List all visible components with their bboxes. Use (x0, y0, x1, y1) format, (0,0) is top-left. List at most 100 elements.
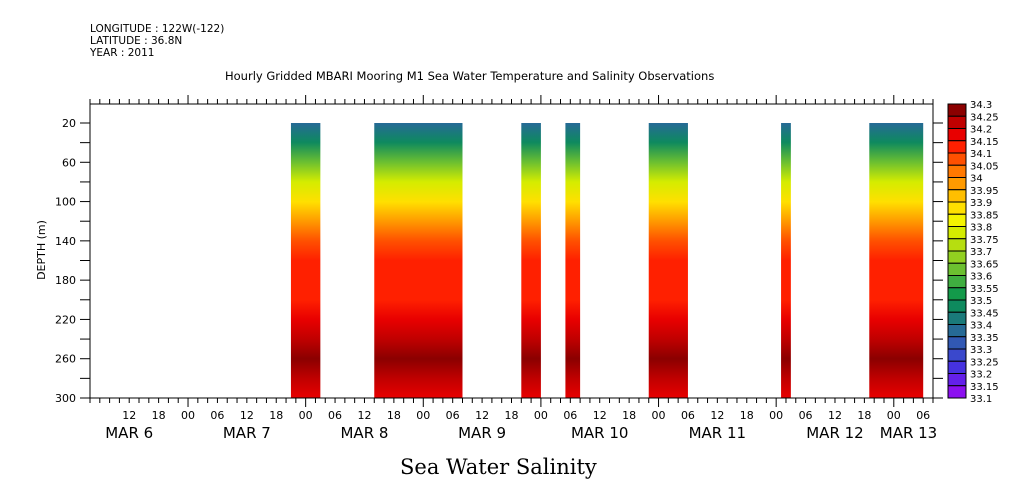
x-hour-tick-label: 06 (210, 409, 224, 422)
colorbar-label: 33.75 (970, 235, 999, 246)
colorbar-swatch (947, 324, 967, 338)
x-hour-tick-label: 12 (593, 409, 607, 422)
x-day-label: MAR 7 (223, 424, 271, 442)
x-hour-tick-label: 06 (563, 409, 577, 422)
colorbar-swatch (947, 287, 967, 301)
x-hour-tick-label: 12 (122, 409, 136, 422)
x-hour-tick-label: 12 (828, 409, 842, 422)
year-label: YEAR : 2011 (90, 47, 155, 59)
colorbar-swatch (947, 177, 967, 191)
x-day-label: MAR 8 (340, 424, 388, 442)
colorbar-label: 33.25 (970, 357, 999, 368)
longitude-label: LONGITUDE : 122W(-122) (90, 23, 225, 35)
colorbar-swatch (947, 115, 967, 129)
colorbar-label: 33.7 (970, 247, 992, 258)
chart-title: Hourly Gridded MBARI Mooring M1 Sea Wate… (225, 69, 715, 83)
colorbar-swatch (947, 164, 967, 178)
colorbar-label: 33.2 (970, 370, 992, 381)
y-axis-title: DEPTH (m) (35, 220, 48, 280)
plot-frame (89, 103, 934, 399)
x-hour-tick-label: 00 (769, 409, 783, 422)
data-segment (565, 123, 581, 398)
x-hour-tick-label: 12 (240, 409, 254, 422)
colorbar-label: 33.65 (970, 259, 999, 270)
y-tick-label: 20 (62, 117, 76, 130)
x-hour-tick-label: 00 (416, 409, 430, 422)
y-tick-label: 220 (55, 313, 76, 326)
x-hour-tick-label: 06 (681, 409, 695, 422)
x-hour-tick-label: 18 (152, 409, 166, 422)
colorbar-label: 34.25 (970, 112, 999, 123)
x-hour-tick-label: 18 (740, 409, 754, 422)
colorbar-label: 34.15 (970, 137, 999, 148)
colorbar-label: 34 (970, 174, 983, 185)
x-hour-tick-label: 12 (475, 409, 489, 422)
data-segment (374, 123, 463, 398)
x-day-label: MAR 10 (571, 424, 628, 442)
colorbar-label: 34.05 (970, 161, 999, 172)
colorbar-swatch (947, 299, 967, 313)
y-tick-label: 140 (55, 235, 76, 248)
x-day-label: MAR 13 (880, 424, 937, 442)
colorbar-label: 33.85 (970, 210, 999, 221)
colorbar-swatch (947, 360, 967, 374)
x-hour-tick-label: 18 (857, 409, 871, 422)
x-hour-tick-label: 18 (387, 409, 401, 422)
colorbar-label: 33.35 (970, 333, 999, 344)
colorbar-swatch (947, 152, 967, 166)
x-hour-tick-label: 00 (299, 409, 313, 422)
colorbar-swatch (947, 103, 967, 117)
colorbar-swatch (947, 385, 967, 399)
x-day-label: MAR 12 (806, 424, 863, 442)
x-day-label: MAR 6 (105, 424, 153, 442)
axes-layer: 12 18 00 06 12 18 00 06 12 18 00 06 12 18 00 06 12 18 00 06… (55, 95, 943, 442)
data-segment (869, 123, 924, 398)
colorbar-label: 34.1 (970, 149, 992, 160)
colorbar: 34.334.2534.234.1534.134.053433.9533.933… (947, 100, 999, 405)
colorbar-swatch (947, 201, 967, 215)
colorbar-label: 34.2 (970, 125, 992, 136)
colorbar-label: 33.9 (970, 198, 992, 209)
data-layer (290, 123, 924, 398)
colorbar-swatch (947, 226, 967, 240)
colorbar-label: 33.95 (970, 186, 999, 197)
latitude-label: LATITUDE : 36.8N (90, 35, 183, 47)
colorbar-label: 33.1 (970, 394, 992, 405)
x-hour-tick-label: 06 (328, 409, 342, 422)
x-hour-tick-label: 00 (887, 409, 901, 422)
colorbar-label: 33.4 (970, 321, 992, 332)
x-hour-tick-label: 18 (505, 409, 519, 422)
x-hour-tick-label: 06 (446, 409, 460, 422)
colorbar-swatch (947, 262, 967, 276)
x-hour-tick-label: 00 (534, 409, 548, 422)
colorbar-swatch (947, 336, 967, 350)
colorbar-label: 33.6 (970, 272, 992, 283)
colorbar-swatch (947, 311, 967, 325)
data-segment (521, 123, 541, 398)
x-hour-tick-label: 06 (799, 409, 813, 422)
colorbar-swatch (947, 275, 967, 289)
x-axis-title: Sea Water Salinity (400, 455, 597, 479)
x-hour-tick-label: 18 (622, 409, 636, 422)
colorbar-label: 33.3 (970, 345, 992, 356)
colorbar-label: 33.55 (970, 284, 999, 295)
colorbar-label: 33.45 (970, 308, 999, 319)
colorbar-swatch (947, 140, 967, 154)
colorbar-swatch (947, 213, 967, 227)
colorbar-swatch (947, 373, 967, 387)
x-hour-tick-label: 18 (269, 409, 283, 422)
x-hour-tick-label: 00 (652, 409, 666, 422)
x-hour-tick-label: 12 (710, 409, 724, 422)
colorbar-swatch (947, 250, 967, 264)
x-day-label: MAR 9 (458, 424, 506, 442)
y-tick-label: 260 (55, 353, 76, 366)
x-hour-tick-label: 06 (916, 409, 930, 422)
y-tick-label: 100 (55, 196, 76, 209)
data-segment (290, 123, 321, 398)
data-segment (781, 123, 791, 398)
colorbar-swatch (947, 189, 967, 203)
y-tick-label: 60 (62, 156, 76, 169)
colorbar-swatch (947, 348, 967, 362)
colorbar-label: 33.5 (970, 296, 992, 307)
